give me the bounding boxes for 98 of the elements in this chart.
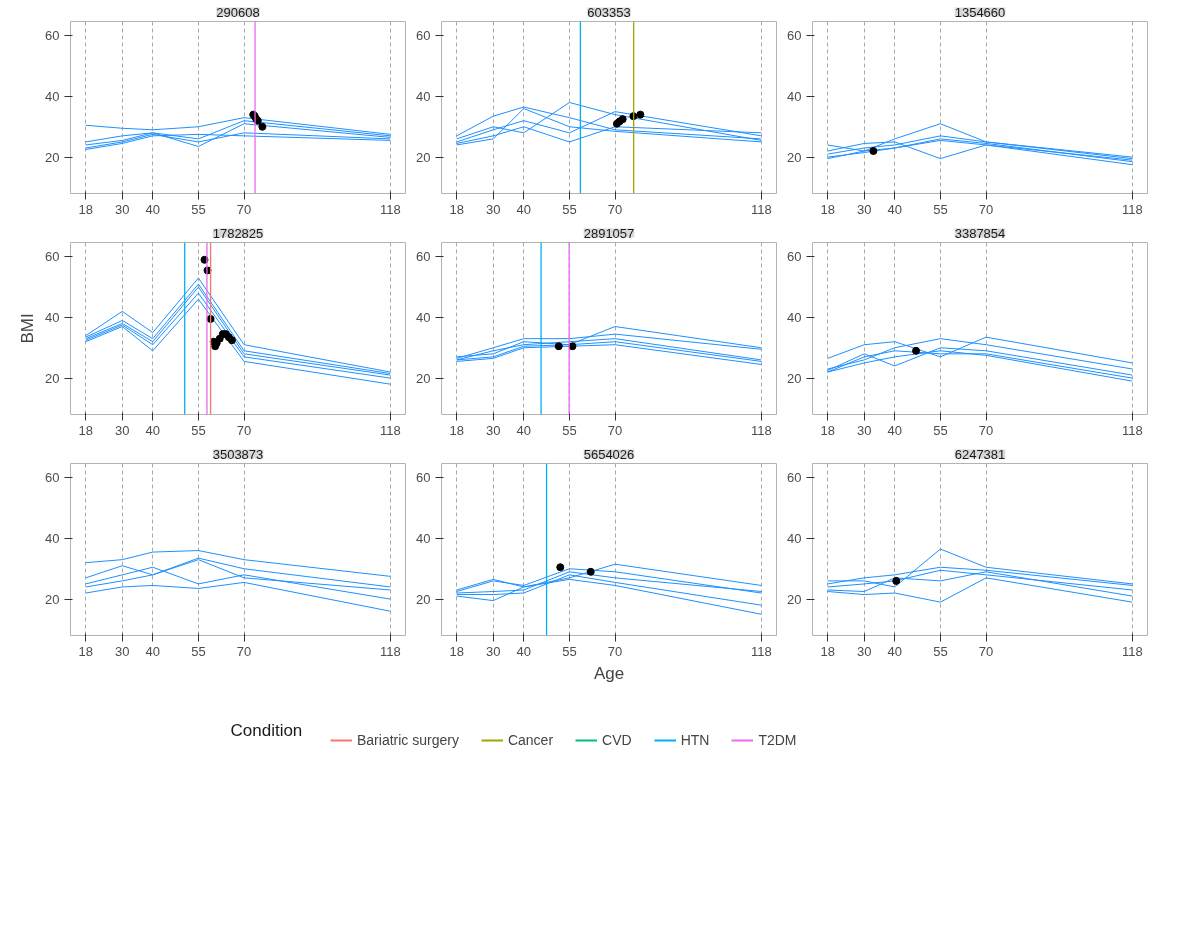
x-tick-label: 70 <box>607 201 623 217</box>
chart-title: 5654026 <box>583 446 635 462</box>
y-tick-label: 60 <box>45 249 60 265</box>
x-tick-label: 30 <box>857 422 872 438</box>
x-tick-label: 55 <box>562 201 577 217</box>
x-tick-label: 40 <box>887 422 902 438</box>
chart-title: 3503873 <box>212 446 264 462</box>
x-tick-label: 70 <box>607 422 623 438</box>
y-tick-label: 40 <box>787 309 802 325</box>
legend-label: Cancer <box>507 732 554 748</box>
y-tick-label: 20 <box>416 370 431 386</box>
chart-title: 603353 <box>587 4 631 20</box>
y-tick-label: 40 <box>416 530 431 546</box>
y-tick-label: 40 <box>416 309 431 325</box>
x-tick-label: 18 <box>820 643 835 659</box>
y-tick-label: 60 <box>787 249 802 265</box>
x-tick-label: 30 <box>115 201 130 217</box>
y-tick-label: 20 <box>45 591 60 607</box>
y-tick-label: 20 <box>787 370 802 386</box>
x-tick-label: 40 <box>145 422 160 438</box>
x-tick-label: 70 <box>978 201 994 217</box>
y-tick-label: 60 <box>416 249 431 265</box>
x-tick-label: 18 <box>449 422 464 438</box>
x-tick-label: 40 <box>145 643 160 659</box>
chart-title: 6247381 <box>954 446 1006 462</box>
y-tick-label: 40 <box>45 309 60 325</box>
chart-title: 1782825 <box>212 225 264 241</box>
y-tick-label: 60 <box>416 28 431 44</box>
x-tick-label: 55 <box>191 201 206 217</box>
x-tick-label: 55 <box>191 643 206 659</box>
y-tick-label: 60 <box>45 28 60 44</box>
x-tick-label: 30 <box>486 422 501 438</box>
x-tick-label: 70 <box>236 643 252 659</box>
x-tick-label: 70 <box>236 422 252 438</box>
y-tick-label: 20 <box>45 149 60 165</box>
y-tick-label: 40 <box>45 88 60 104</box>
x-tick-label: 118 <box>379 643 401 659</box>
x-tick-label: 118 <box>379 201 401 217</box>
x-tick-label: 55 <box>933 201 948 217</box>
x-tick-label: 30 <box>486 643 501 659</box>
y-axis-title: BMI <box>18 313 38 344</box>
y-tick-label: 20 <box>787 149 802 165</box>
x-tick-label: 70 <box>236 201 252 217</box>
legend-label: Bariatric surgery <box>357 732 459 748</box>
y-tick-label: 60 <box>787 470 802 486</box>
x-tick-label: 118 <box>750 201 772 217</box>
x-tick-label: 118 <box>1121 201 1143 217</box>
chart-title: 3387854 <box>954 225 1006 241</box>
x-axis-title: Age <box>593 663 625 683</box>
x-tick-label: 118 <box>750 422 772 438</box>
y-tick-label: 20 <box>45 370 60 386</box>
x-tick-label: 118 <box>1121 422 1143 438</box>
x-tick-label: 18 <box>449 201 464 217</box>
x-tick-label: 18 <box>820 422 835 438</box>
x-tick-label: 70 <box>978 643 994 659</box>
chart-title: 1354660 <box>954 4 1006 20</box>
x-tick-label: 18 <box>820 201 835 217</box>
y-tick-label: 60 <box>416 470 431 486</box>
x-tick-label: 70 <box>607 643 623 659</box>
legend-label: HTN <box>680 732 710 748</box>
x-tick-label: 55 <box>562 422 577 438</box>
x-tick-label: 70 <box>978 422 994 438</box>
x-tick-label: 118 <box>750 643 772 659</box>
x-tick-label: 30 <box>115 643 130 659</box>
y-tick-label: 40 <box>787 530 802 546</box>
x-tick-label: 30 <box>857 643 872 659</box>
x-tick-label: 55 <box>933 643 948 659</box>
x-tick-label: 40 <box>516 201 531 217</box>
y-tick-label: 60 <box>787 28 802 44</box>
legend-label: CVD <box>602 732 632 748</box>
y-tick-label: 20 <box>416 149 431 165</box>
legend-label: T2DM <box>758 732 797 748</box>
x-tick-label: 40 <box>516 422 531 438</box>
y-tick-label: 20 <box>416 591 431 607</box>
x-tick-label: 40 <box>887 201 902 217</box>
x-tick-label: 118 <box>1121 643 1143 659</box>
x-tick-label: 118 <box>379 422 401 438</box>
x-tick-label: 55 <box>933 422 948 438</box>
y-tick-label: 60 <box>45 470 60 486</box>
legend-title: Condition <box>230 720 303 740</box>
x-tick-label: 18 <box>78 201 93 217</box>
y-tick-label: 40 <box>45 530 60 546</box>
x-tick-label: 30 <box>486 201 501 217</box>
x-tick-label: 55 <box>191 422 206 438</box>
y-tick-label: 20 <box>787 591 802 607</box>
chart-title: 2891057 <box>583 225 635 241</box>
x-tick-label: 40 <box>887 643 902 659</box>
x-tick-label: 55 <box>562 643 577 659</box>
y-tick-label: 40 <box>416 88 431 104</box>
y-tick-label: 40 <box>787 88 802 104</box>
chart-title: 290608 <box>216 4 260 20</box>
x-tick-label: 18 <box>78 422 93 438</box>
x-tick-label: 30 <box>115 422 130 438</box>
x-tick-label: 40 <box>516 643 531 659</box>
x-tick-label: 30 <box>857 201 872 217</box>
x-tick-label: 18 <box>449 643 464 659</box>
x-tick-label: 18 <box>78 643 93 659</box>
x-tick-label: 40 <box>145 201 160 217</box>
